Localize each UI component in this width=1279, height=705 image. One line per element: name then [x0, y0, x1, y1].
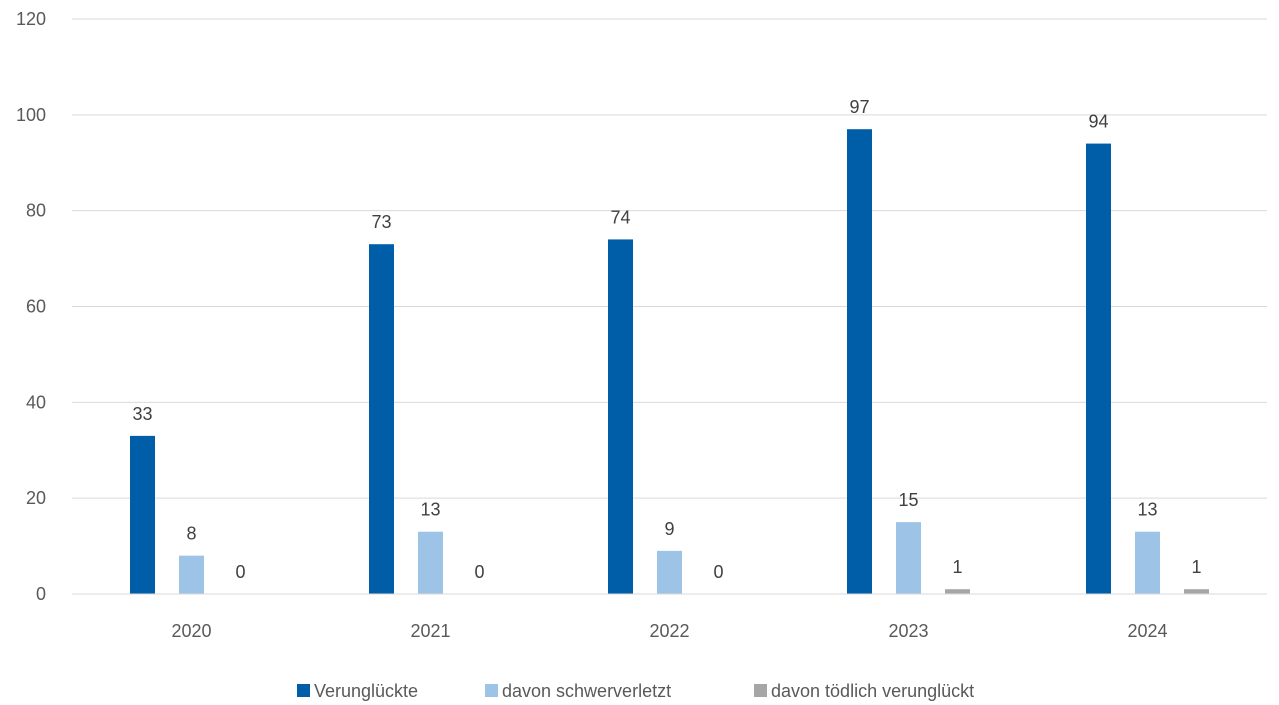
legend: Verunglückte davon schwerverletzt davon tö…	[297, 681, 974, 701]
data-label-2021-series-1: 73	[371, 212, 391, 232]
legend-label: Verunglückte	[314, 681, 418, 701]
bars	[130, 129, 1209, 595]
y-tick-label: 0	[36, 584, 46, 604]
data-label-2023-series-2: 15	[898, 490, 918, 510]
y-tick-label: 60	[26, 297, 46, 317]
bar-2021-series-1	[369, 244, 394, 595]
x-axis: 2020 2021 2022 2023 2024	[72, 593, 1267, 641]
bar-2022-series-1	[608, 239, 633, 594]
data-label-2024-series-1: 94	[1088, 112, 1108, 132]
bar-2023-series-1	[847, 129, 872, 595]
bar-2021-series-2	[418, 531, 443, 594]
y-axis: 0 20 40 60 80 100 120	[16, 9, 46, 604]
bar-2024-series-1	[1086, 143, 1111, 595]
data-label-2020-series-1: 33	[132, 404, 152, 424]
y-tick-label: 20	[26, 488, 46, 508]
y-tick-label: 40	[26, 392, 46, 412]
y-tick-label: 100	[16, 105, 46, 125]
y-tick-label: 120	[16, 9, 46, 29]
data-labels: 33 8 0 73 13 0 74 9 0 97 15 1 94 13 1	[132, 97, 1201, 582]
bar-2024-series-3	[1184, 589, 1209, 594]
data-label-2024-series-2: 13	[1137, 500, 1157, 520]
gridlines	[72, 18, 1267, 595]
data-label-2020-series-2: 8	[186, 524, 196, 544]
data-label-2023-series-1: 97	[849, 97, 869, 117]
data-label-2023-series-3: 1	[952, 557, 962, 577]
data-label-2022-series-1: 74	[610, 207, 630, 227]
x-tick-label: 2022	[649, 621, 689, 641]
data-label-2024-series-3: 1	[1191, 557, 1201, 577]
bar-2023-series-3	[945, 589, 970, 594]
bar-2022-series-2	[657, 550, 682, 594]
legend-swatch	[485, 684, 498, 697]
bar-2020-series-1	[130, 435, 155, 594]
legend-swatch	[754, 684, 767, 697]
x-tick-label: 2024	[1127, 621, 1167, 641]
legend-swatch	[297, 684, 310, 697]
data-label-2022-series-2: 9	[664, 519, 674, 539]
legend-label: davon schwerverletzt	[502, 681, 671, 701]
bar-2023-series-2	[896, 522, 921, 594]
x-tick-label: 2021	[410, 621, 450, 641]
legend-label: davon tödlich verunglückt	[771, 681, 974, 701]
bar-2024-series-2	[1135, 531, 1160, 594]
data-label-2022-series-3: 0	[713, 562, 723, 582]
bar-2020-series-2	[179, 555, 204, 594]
x-tick-label: 2020	[171, 621, 211, 641]
data-label-2020-series-3: 0	[235, 562, 245, 582]
data-label-2021-series-3: 0	[474, 562, 484, 582]
x-tick-label: 2023	[888, 621, 928, 641]
y-tick-label: 80	[26, 201, 46, 221]
data-label-2021-series-2: 13	[420, 500, 440, 520]
